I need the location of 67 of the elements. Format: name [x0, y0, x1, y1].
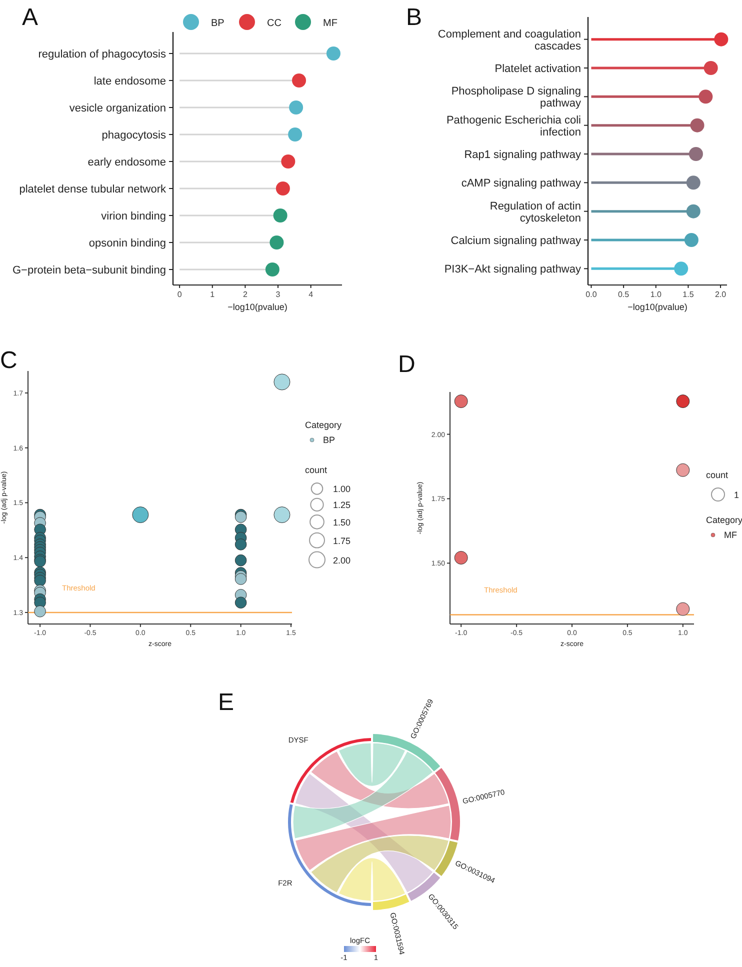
point [281, 154, 296, 168]
x-tick-label: 0.5 [618, 290, 630, 299]
point [292, 74, 306, 88]
y-tick-label: late endosome [94, 76, 166, 88]
x-tick-label: 1.0 [650, 290, 662, 299]
x-tick-label: 2.0 [714, 290, 727, 299]
chart-title: C [0, 347, 18, 374]
point [265, 262, 280, 276]
y-tick-label: early endosome [88, 156, 166, 168]
legend-label: 1 [734, 490, 740, 500]
legend-title: Category [305, 420, 342, 430]
point [684, 233, 698, 247]
legend-label: 1.50 [333, 517, 351, 528]
legend-label: 1.25 [333, 500, 351, 510]
legend-label: CC [267, 18, 282, 29]
point [276, 182, 290, 196]
y-tick-label: cAMP signaling pathway [461, 178, 582, 190]
point [686, 176, 700, 190]
legend-label: BP [211, 18, 225, 29]
y-tick-label: Rap1 signaling pathway [464, 149, 582, 161]
chart-title: B [406, 4, 422, 31]
x-tick-label: 1.5 [682, 290, 694, 299]
point [686, 204, 700, 218]
point [714, 32, 728, 46]
point [288, 128, 302, 142]
point [289, 100, 304, 114]
x-tick-label: 3 [276, 290, 281, 299]
text: E [218, 689, 234, 716]
x-axis-title: −log10(pvalue) [628, 302, 688, 312]
point [688, 147, 703, 161]
point [326, 46, 340, 60]
legend-label: BP [323, 435, 336, 445]
y-tick-label: PI3K−Akt signaling pathway [444, 264, 582, 276]
legend-label: MF [323, 18, 338, 29]
y-tick-label: opsonin binding [88, 238, 166, 250]
y-tick-label: Calcium signaling pathway [450, 235, 582, 247]
y-tick-label: Phospholipase D signaling pathway [451, 86, 582, 110]
x-tick-label: 2 [242, 290, 248, 299]
point [698, 90, 713, 104]
text: count [305, 465, 328, 475]
y-tick-label: regulation of phagocytosis [38, 48, 166, 60]
point [273, 208, 288, 222]
text: count [706, 470, 729, 480]
chart-title: D [398, 351, 416, 378]
x-tick-label: 4 [308, 290, 314, 299]
legend-label: 1.00 [333, 484, 351, 494]
x-tick-label: 1 [210, 290, 216, 299]
y-tick-label: Regulation of actin cytoskeleton [490, 200, 581, 224]
point [674, 262, 688, 276]
chart-title: A [22, 4, 38, 31]
x-tick-label: 0 [177, 290, 182, 299]
x-tick-label: 0.0 [586, 290, 598, 299]
y-tick-label: G−protein beta−subunit binding [12, 264, 166, 276]
point [270, 236, 284, 250]
y-tick-label: Pathogenic Escherichia coli infection [446, 114, 581, 138]
legend-label: MF [724, 530, 738, 540]
y-tick-label: vesicle organization [69, 102, 166, 114]
y-tick-label: platelet dense tubular network [19, 184, 166, 196]
legend-label: 1.75 [333, 536, 351, 546]
y-tick-label: phagocytosis [102, 130, 166, 142]
y-tick-label: virion binding [101, 210, 166, 222]
point [690, 118, 704, 132]
x-axis-title: −log10(pvalue) [228, 302, 288, 312]
point [704, 61, 718, 75]
y-tick-label: Platelet activation [494, 63, 581, 75]
legend-label: 2.00 [333, 555, 351, 566]
y-tick-label: Complement and coagulation cascades [438, 28, 582, 52]
